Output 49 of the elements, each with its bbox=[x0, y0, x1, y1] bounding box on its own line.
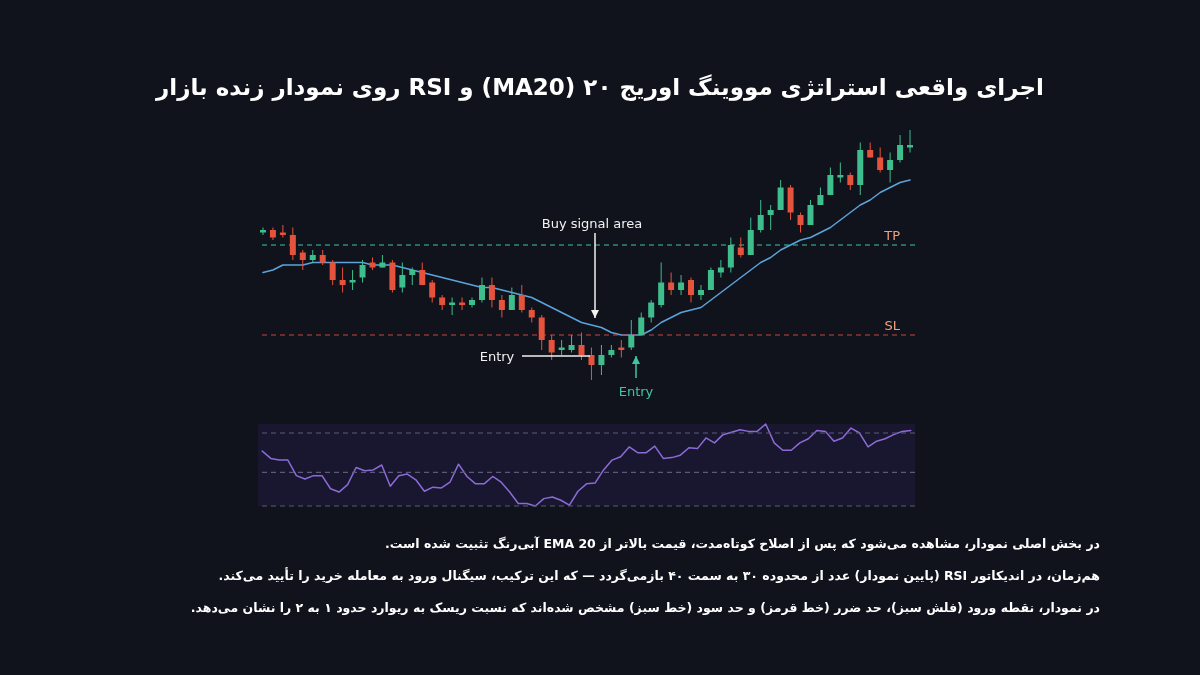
text: Entry bbox=[618, 383, 654, 399]
candlestick bbox=[469, 297, 476, 308]
candlestick bbox=[697, 284, 704, 301]
candlestick bbox=[399, 262, 406, 293]
candlestick bbox=[668, 272, 675, 296]
candlestick bbox=[757, 199, 764, 233]
candlestick bbox=[329, 259, 336, 286]
candlestick bbox=[289, 227, 296, 261]
candlestick bbox=[827, 167, 834, 196]
text: در نمودار، نقطه ورود (فلش سبز)، حد ضرر (خط قرمز) و حد سود (خط سبز) مشخص شده‌اند که نسبت ریسک به ریوارد حدود ۱ به ۲ را نشان می‌دهد. bbox=[189, 599, 1100, 617]
candlestick bbox=[688, 277, 695, 303]
candlestick bbox=[658, 262, 665, 308]
candlestick bbox=[777, 179, 784, 211]
candlestick bbox=[797, 212, 804, 233]
candlestick bbox=[349, 269, 356, 291]
candlestick bbox=[907, 129, 914, 153]
ref-line-label: SL bbox=[884, 318, 901, 333]
text: در بخش اصلی نمودار، مشاهده می‌شود که پس از اصلاح کوتاه‌مدت، قیمت بالاتر از EMA 20 آبی‌رنگ تثبیت شده است. bbox=[384, 535, 1100, 553]
candlestick bbox=[767, 204, 774, 231]
annotation: Buy signal area bbox=[541, 215, 643, 231]
candlestick bbox=[359, 259, 366, 283]
candlestick bbox=[737, 237, 744, 258]
candlestick bbox=[897, 134, 904, 163]
candlestick bbox=[598, 344, 605, 376]
candlestick bbox=[877, 147, 884, 173]
candlestick bbox=[588, 347, 595, 381]
chart-title: اجرای واقعی استراتژی مووینگ اوریج ۲۰ (MA20) و RSI روی نمودار زنده بازار bbox=[154, 74, 1045, 100]
candlestick bbox=[727, 237, 734, 273]
candlestick bbox=[518, 284, 525, 313]
candlestick bbox=[538, 314, 545, 351]
candlestick bbox=[578, 332, 585, 361]
candlestick bbox=[429, 279, 436, 303]
candlestick bbox=[717, 259, 724, 278]
candlestick bbox=[807, 199, 814, 226]
candlestick bbox=[259, 227, 266, 236]
candlestick bbox=[837, 162, 844, 183]
candlestick bbox=[498, 294, 505, 318]
candlestick bbox=[648, 299, 655, 323]
text: هم‌زمان، در اندیکاتور RSI (پایین نمودار) عدد از محدوده ۳۰ به سمت ۴۰ بازمی‌گردد — که این ترکیب، سیگنال ورود به معامله خرید را تأیید می‌کند. bbox=[217, 566, 1100, 585]
candlestick bbox=[488, 277, 495, 308]
candlestick bbox=[628, 319, 635, 351]
candlestick bbox=[548, 334, 555, 361]
candlestick bbox=[678, 274, 685, 296]
annotation: Entry bbox=[479, 348, 515, 364]
candlestick bbox=[339, 267, 346, 293]
candlestick bbox=[299, 249, 306, 271]
ref-line-label: TP bbox=[883, 228, 901, 243]
candlestick bbox=[478, 277, 485, 303]
candlestick bbox=[887, 152, 894, 183]
